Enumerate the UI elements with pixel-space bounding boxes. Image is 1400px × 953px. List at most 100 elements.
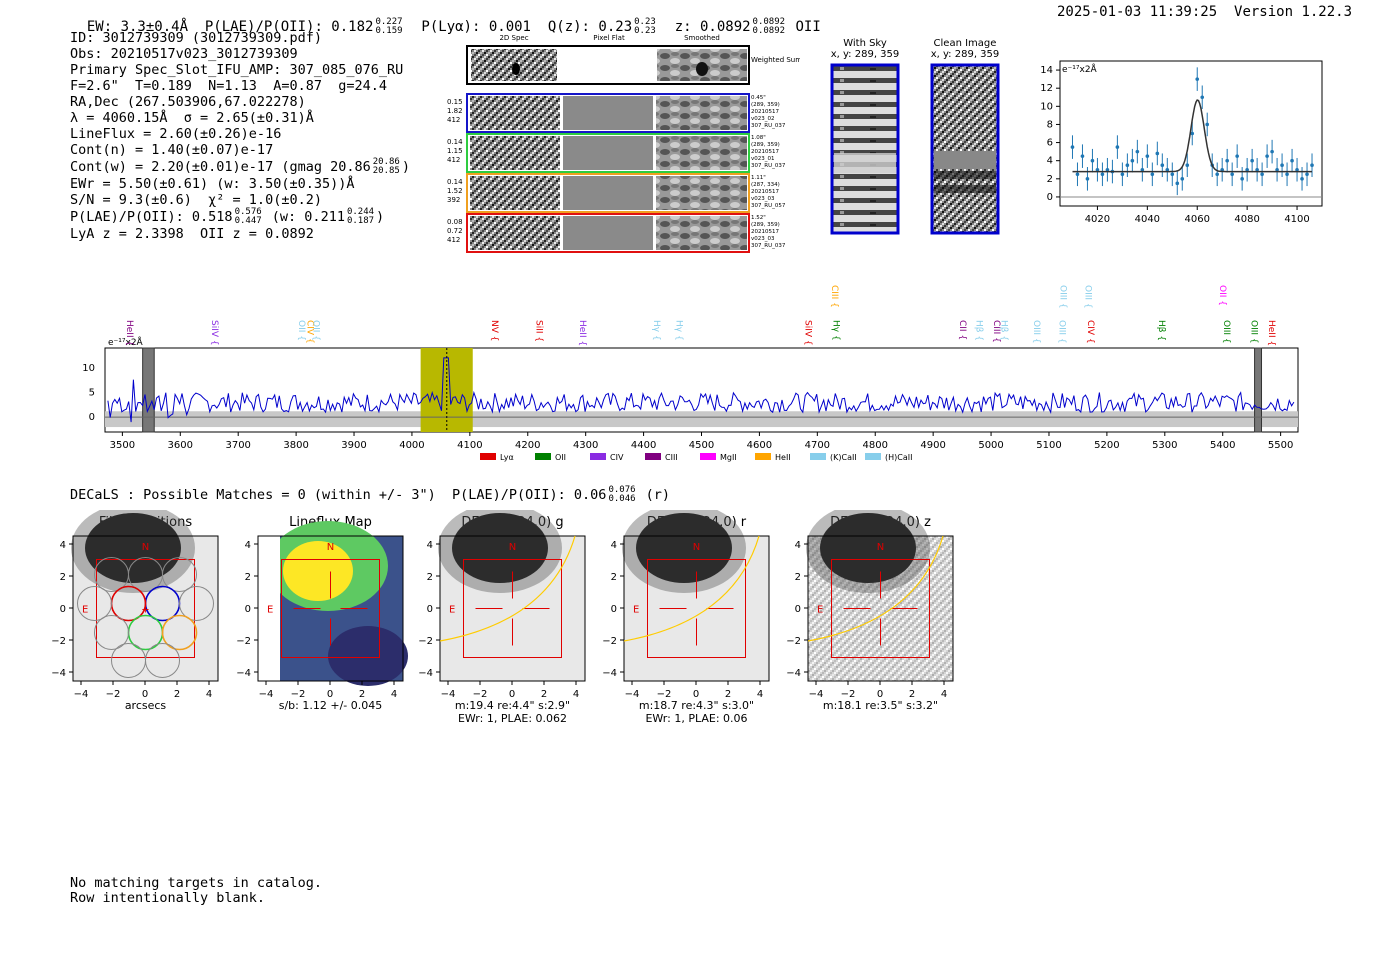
- data-point: [1255, 167, 1259, 172]
- y-tick-label: 2: [1047, 174, 1053, 185]
- line-marker-label: OIII {: [1058, 285, 1068, 309]
- footer-line-1: No matching targets in catalog.: [70, 875, 322, 891]
- x-tick-label: 2: [174, 689, 180, 700]
- full-spectrum-chart: e⁻¹⁷x2Å 0 5 10 3500 3600 3700 3800 3900 4000 4100 4…: [82, 285, 1299, 462]
- north-label: N: [877, 542, 884, 553]
- x-tick-label: −2: [291, 689, 306, 700]
- y-tick-label: 4: [795, 540, 801, 551]
- x-tick-label: 5400: [1210, 440, 1235, 451]
- data-point: [1085, 177, 1090, 181]
- with-sky-header: With Sky x, y: 289, 359: [820, 38, 910, 60]
- x-tick-label: 5100: [1036, 440, 1061, 451]
- fiber-circle: [145, 643, 180, 678]
- col-pixel-flat: Pixel Flat: [593, 34, 625, 42]
- line-marker-label: OIII {: [1082, 285, 1092, 309]
- x-tick-label: 3800: [283, 440, 308, 451]
- line-marker-label: HeII {: [124, 320, 134, 346]
- with-sky-image: [830, 63, 900, 235]
- x-tick-label: 4900: [920, 440, 945, 451]
- x-tick-label: 2: [359, 689, 365, 700]
- y-tick-label: 4: [1047, 156, 1053, 167]
- data-point: [1215, 172, 1219, 177]
- line-marker-label: SiIV {: [803, 320, 813, 346]
- cutout-row-stat: 1.15: [447, 147, 463, 155]
- y-tick-label: −4: [602, 668, 617, 679]
- clean-image: [930, 63, 1000, 235]
- cutout-row-meta: 20210517: [751, 189, 779, 195]
- col-smoothed: Smoothed: [684, 34, 720, 42]
- info-contw: Cont(w) = 2.20(±0.01)e-17 (gmag 20.86 20.…: [70, 157, 410, 176]
- east-label: E: [633, 605, 639, 616]
- plae-hi: 0.227: [375, 17, 403, 27]
- north-label: N: [693, 542, 700, 553]
- data-point: [1230, 172, 1234, 177]
- cutout-row-meta: 307_RU_037: [751, 243, 786, 249]
- y-tick-label: 0: [60, 604, 66, 615]
- x-tick-label: 4000: [399, 440, 424, 451]
- legend-label: (K)CaII: [830, 453, 857, 462]
- legend-swatch: [535, 453, 551, 460]
- x-tick-label: 4060: [1185, 214, 1210, 225]
- info-radec: RA,Dec (267.503906,67.022278): [70, 94, 306, 110]
- y-tick-label: −4: [418, 668, 433, 679]
- info-lya-z: LyA z = 2.3398 OII z = 0.0892: [70, 226, 314, 242]
- line-id: OII: [795, 19, 821, 35]
- line-marker-label: Hγ {: [674, 320, 684, 341]
- legend-swatch: [645, 453, 661, 460]
- panel-caption: m:18.7 re:4.3" s:3.0": [639, 699, 754, 712]
- x-tick-label: 4800: [863, 440, 888, 451]
- panel-caption: s/b: 1.12 +/- 0.045: [279, 699, 383, 712]
- info-primary: Primary Spec_Slot_IFU_AMP: 307_085_076_R…: [70, 62, 404, 78]
- spectrum-ylabel: e⁻¹⁷x2Å: [108, 336, 144, 348]
- x-tick-label: 4700: [805, 440, 830, 451]
- fiber-circle: [162, 557, 197, 592]
- x-tick-label: −4: [809, 689, 824, 700]
- x-tick-label: 4: [757, 689, 763, 700]
- legend-label: (H)CaII: [885, 453, 912, 462]
- data-point: [1200, 95, 1205, 100]
- y-tick-label: 2: [60, 572, 66, 583]
- info-obs: Obs: 20210517v023_3012739309: [70, 46, 298, 62]
- cutout-row-meta: (289, 359): [751, 142, 780, 148]
- data-point: [1075, 172, 1080, 177]
- summary-header: EW: 3.3±0.4Å P(LAE)/P(OII): 0.182 0.227 0.…: [70, 2, 821, 36]
- cutout-row-meta: v023_03: [751, 236, 775, 242]
- data-point: [1300, 177, 1304, 181]
- cutout-row-meta: v023_01: [751, 156, 775, 162]
- data-point: [1145, 154, 1150, 158]
- fiber-circle: [179, 586, 214, 621]
- x-tick-label: 3600: [168, 440, 193, 451]
- legend-label: OII: [555, 453, 566, 462]
- y-tick-label: 5: [89, 387, 95, 398]
- data-point: [1290, 158, 1294, 163]
- y-tick-label: 0: [611, 604, 617, 615]
- galaxy-ellipse: [623, 535, 760, 642]
- x-tick-label: 4: [573, 689, 579, 700]
- data-point: [1140, 167, 1145, 172]
- line-marker-label: OII {: [296, 320, 306, 341]
- y-tick-label: 2: [795, 572, 801, 583]
- legend-label: CIV: [610, 453, 624, 462]
- x-tick-label: 0: [693, 689, 699, 700]
- legend-label: CIII: [665, 453, 678, 462]
- spectrum-line: [107, 357, 1295, 423]
- cutout-row-stat: 1.82: [447, 107, 463, 115]
- x-tick-label: 5300: [1152, 440, 1177, 451]
- data-point: [1130, 158, 1135, 163]
- legend-label: HeII: [775, 453, 791, 462]
- x-tick-label: 3500: [110, 440, 135, 451]
- data-point: [1275, 167, 1279, 172]
- cutout-row-meta: v023_03: [751, 196, 775, 202]
- legend-swatch: [810, 453, 826, 460]
- panel-caption-2: EWr: 1, PLAE: 0.062: [458, 712, 567, 725]
- line-marker-label: NV {: [489, 320, 499, 341]
- line-marker-label: CIV {: [1085, 320, 1095, 344]
- clean-image-coords: x, y: 289, 359: [930, 49, 1000, 60]
- data-point: [1185, 163, 1190, 168]
- x-tick-label: −2: [657, 689, 672, 700]
- x-tick-label: 0: [877, 689, 883, 700]
- plae-value: P(LAE)/P(OII): 0.182: [204, 19, 374, 35]
- line-fit-chart: e⁻¹⁷x2Å 0 2 4 6 8 10 12 14 4020 4040 4060 4080 4100: [1040, 60, 1323, 225]
